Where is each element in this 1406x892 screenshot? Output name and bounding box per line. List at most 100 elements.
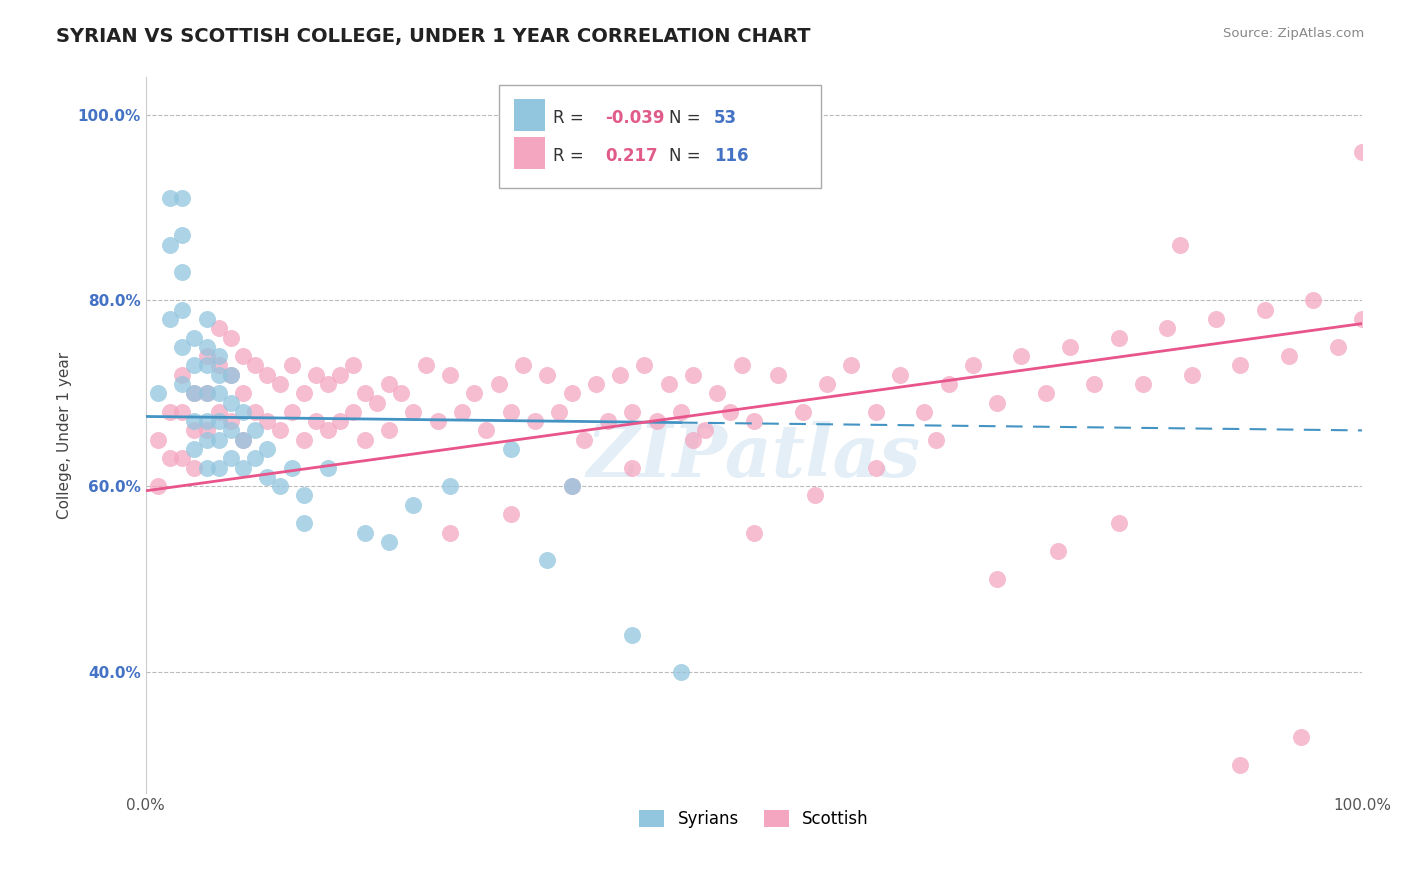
Point [499,405,522,419]
Point [548,405,571,419]
Point [195,312,218,326]
Point [366,395,388,409]
Point [353,433,375,447]
Point [183,424,205,438]
Point [208,386,231,401]
Point [269,376,291,391]
Text: 0.217: 0.217 [606,147,658,165]
Point [195,433,218,447]
Point [183,359,205,373]
Point [596,414,619,428]
Point [865,405,887,419]
Point [172,376,194,391]
Point [256,442,278,456]
Point [682,368,704,382]
Point [572,433,595,447]
FancyBboxPatch shape [499,85,821,188]
Point [353,386,375,401]
Point [451,405,474,419]
Point [682,433,704,447]
Point [208,433,231,447]
Point [159,237,181,252]
Point [172,228,194,243]
Point [183,386,205,401]
Point [245,359,267,373]
Point [292,516,315,531]
Point [316,460,339,475]
Point [536,368,558,382]
Point [208,460,231,475]
Point [986,395,1008,409]
Point [488,376,510,391]
Point [245,405,267,419]
Text: R =: R = [553,147,595,165]
Point [172,265,194,279]
Point [219,395,242,409]
Point [1046,544,1069,558]
Point [208,414,231,428]
Y-axis label: College, Under 1 year: College, Under 1 year [58,351,72,518]
Point [256,470,278,484]
Point [146,386,169,401]
Point [986,572,1008,586]
Point [475,424,498,438]
Point [938,376,960,391]
Point [621,460,644,475]
Point [269,424,291,438]
Point [499,507,522,521]
Point [292,386,315,401]
Point [1011,349,1033,363]
Point [329,414,352,428]
Point [731,359,754,373]
Point [342,405,364,419]
Point [159,451,181,466]
Text: 53: 53 [714,109,737,128]
Point [378,376,401,391]
Point [208,349,231,363]
Point [353,525,375,540]
Point [609,368,631,382]
Point [378,424,401,438]
Point [536,553,558,567]
Point [256,368,278,382]
Point [439,479,461,493]
Point [172,368,194,382]
Point [1132,376,1154,391]
Point [281,405,304,419]
Point [208,359,231,373]
Point [439,368,461,382]
Point [1302,293,1324,308]
Point [232,386,254,401]
Point [633,359,655,373]
Point [1035,386,1057,401]
Point [195,460,218,475]
Point [865,460,887,475]
Point [512,359,534,373]
Point [195,359,218,373]
Point [621,405,644,419]
Point [1229,757,1251,772]
Point [378,534,401,549]
Point [195,414,218,428]
Point [219,414,242,428]
Point [232,349,254,363]
Point [342,359,364,373]
Point [219,368,242,382]
Point [463,386,485,401]
Point [792,405,814,419]
Point [742,414,765,428]
Point [1289,730,1312,744]
Point [281,460,304,475]
Point [768,368,790,382]
Point [1205,312,1227,326]
Point [232,460,254,475]
Point [658,376,681,391]
Point [195,424,218,438]
Point [208,368,231,382]
Point [925,433,948,447]
Text: 116: 116 [714,147,748,165]
Point [1326,340,1348,354]
Point [195,349,218,363]
Point [183,414,205,428]
Point [1059,340,1081,354]
